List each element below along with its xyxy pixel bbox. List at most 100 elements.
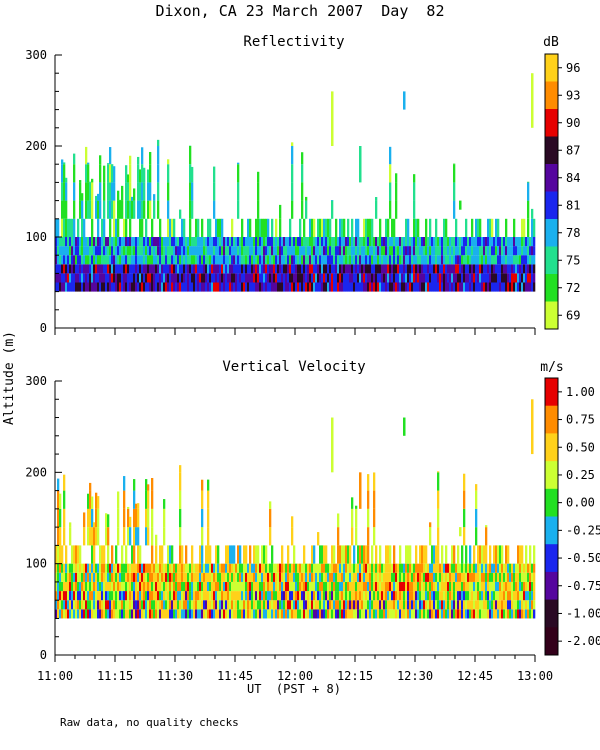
heatmap-cell [257, 600, 260, 610]
heatmap-cell [177, 609, 180, 619]
heatmap-cell [533, 246, 536, 256]
heatmap-cell [449, 591, 452, 601]
heatmap-cell [319, 572, 322, 582]
heatmap-cell [195, 246, 198, 256]
heatmap-cell [215, 264, 218, 274]
heatmap-cell [427, 572, 430, 582]
heatmap-cell [201, 490, 204, 509]
heatmap-cell [147, 490, 150, 509]
heatmap-cell [345, 273, 348, 283]
heatmap-cell [265, 572, 268, 582]
heatmap-cell [327, 563, 330, 573]
heatmap-cell [423, 246, 426, 256]
heatmap-cell [169, 282, 172, 292]
heatmap-cell [367, 609, 370, 619]
heatmap-cell [261, 237, 264, 247]
heatmap-cell [349, 264, 352, 274]
heatmap-cell [181, 282, 184, 292]
heatmap-cell [97, 527, 100, 546]
heatmap-cell [429, 609, 432, 619]
heatmap-cell [395, 246, 398, 256]
heatmap-cell [183, 591, 186, 601]
heatmap-cell [227, 545, 230, 564]
heatmap-cell [513, 563, 516, 573]
heatmap-cell [487, 591, 490, 601]
heatmap-cell [91, 609, 94, 619]
heatmap-cell [315, 572, 318, 582]
heatmap-cell [309, 282, 312, 292]
heatmap-cell [155, 246, 158, 256]
heatmap-cell [457, 581, 460, 592]
heatmap-cell [81, 237, 84, 247]
heatmap-cell [285, 572, 288, 582]
heatmap-cell [207, 490, 210, 509]
heatmap-cell [299, 273, 302, 283]
heatmap-cell [411, 581, 414, 592]
heatmap-cell [89, 255, 92, 265]
heatmap-cell [317, 237, 320, 247]
heatmap-cell [471, 609, 474, 619]
heatmap-cell [235, 563, 238, 573]
heatmap-cell [89, 490, 92, 509]
heatmap-cell [235, 600, 238, 610]
heatmap-cell [139, 273, 142, 283]
heatmap-cell [339, 572, 342, 582]
heatmap-cell [159, 591, 162, 601]
heatmap-cell [337, 255, 340, 265]
heatmap-cell [449, 264, 452, 274]
heatmap-cell [269, 282, 272, 292]
heatmap-cell [61, 159, 64, 165]
heatmap-cell [155, 282, 158, 292]
heatmap-cell [477, 237, 480, 247]
heatmap-cell [55, 581, 58, 592]
heatmap-cell [485, 581, 488, 592]
heatmap-cell [219, 237, 222, 247]
heatmap-cell [117, 572, 120, 582]
heatmap-cell [459, 255, 462, 265]
heatmap-cell [471, 282, 474, 292]
heatmap-cell [473, 237, 476, 247]
heatmap-cell [379, 246, 382, 256]
heatmap-cell [173, 264, 176, 274]
heatmap-cell [125, 609, 128, 619]
heatmap-cell [227, 237, 230, 247]
heatmap-cell [177, 563, 180, 573]
heatmap-cell [257, 282, 260, 292]
heatmap-cell [465, 591, 468, 601]
heatmap-cell [69, 273, 72, 283]
heatmap-cell [113, 581, 116, 592]
heatmap-cell [85, 255, 88, 265]
colorbar-label: 75 [566, 253, 580, 267]
heatmap-cell [231, 581, 234, 592]
heatmap-cell [123, 581, 126, 592]
heatmap-cell [201, 572, 204, 582]
heatmap-cell [435, 600, 438, 610]
heatmap-cell [333, 282, 336, 292]
heatmap-cell [205, 237, 208, 247]
heatmap-cell [307, 246, 310, 256]
heatmap-cell [359, 581, 362, 592]
heatmap-cell [93, 255, 96, 265]
heatmap-cell [119, 255, 122, 265]
heatmap-cell [141, 591, 144, 601]
heatmap-cell [371, 609, 374, 619]
heatmap-cell [73, 282, 76, 292]
heatmap-cell [499, 237, 502, 247]
heatmap-cell [337, 572, 340, 582]
heatmap-cell [257, 609, 260, 619]
heatmap-cell [61, 545, 64, 564]
heatmap-cell [157, 182, 160, 201]
heatmap-cell [391, 246, 394, 256]
heatmap-cell [363, 282, 366, 292]
heatmap-cell [433, 282, 436, 292]
heatmap-cell [413, 572, 416, 582]
heatmap-cell [423, 273, 426, 283]
heatmap-cell [361, 572, 364, 582]
heatmap-cell [193, 255, 196, 265]
heatmap-cell [205, 591, 208, 601]
heatmap-cell [485, 609, 488, 619]
heatmap-cell [193, 563, 196, 573]
heatmap-cell [513, 255, 516, 265]
heatmap-cell [417, 563, 420, 573]
heatmap-cell [367, 581, 370, 592]
